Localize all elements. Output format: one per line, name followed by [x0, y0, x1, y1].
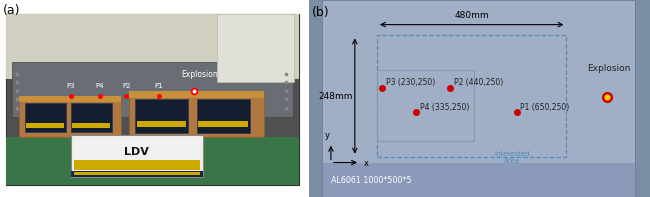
- Text: P4 (335,250): P4 (335,250): [420, 103, 469, 112]
- Text: Explosion: Explosion: [182, 70, 218, 79]
- Text: (a): (a): [3, 4, 21, 17]
- Bar: [25, 103, 66, 132]
- Bar: [6, 137, 300, 185]
- Text: AL6061 1000*500*5: AL6061 1000*500*5: [331, 176, 411, 185]
- Bar: [6, 14, 300, 79]
- Text: P1: P1: [155, 83, 163, 89]
- Bar: [74, 172, 200, 175]
- Text: 480mm: 480mm: [454, 11, 489, 20]
- Bar: [217, 14, 294, 82]
- Text: P1 (650,250): P1 (650,250): [521, 103, 569, 112]
- Bar: [136, 122, 187, 127]
- Bar: [72, 123, 111, 128]
- Bar: [12, 62, 293, 117]
- Text: 248mm: 248mm: [318, 92, 353, 100]
- Bar: [377, 35, 566, 157]
- Bar: [71, 103, 112, 132]
- Bar: [6, 14, 300, 185]
- Bar: [197, 99, 250, 133]
- Bar: [18, 96, 121, 137]
- Bar: [198, 122, 248, 127]
- Bar: [71, 136, 203, 177]
- Text: (b): (b): [312, 6, 330, 19]
- Bar: [634, 0, 650, 197]
- Bar: [18, 96, 121, 102]
- Bar: [74, 160, 200, 170]
- Bar: [26, 123, 64, 128]
- Text: P2 (440,250): P2 (440,250): [454, 78, 503, 87]
- Text: P3 (230,250): P3 (230,250): [385, 78, 435, 87]
- Bar: [322, 163, 634, 197]
- Text: P3: P3: [66, 83, 75, 89]
- Bar: [71, 171, 203, 177]
- Bar: [309, 0, 322, 197]
- Bar: [377, 70, 474, 141]
- Text: P4: P4: [96, 83, 104, 89]
- Text: Explosion: Explosion: [588, 64, 630, 73]
- Text: x: x: [363, 159, 369, 168]
- Text: LDV: LDV: [124, 147, 149, 157]
- Bar: [129, 91, 265, 98]
- Text: Interested
Area: Interested Area: [494, 151, 530, 164]
- Text: y: y: [325, 131, 330, 140]
- Bar: [129, 91, 265, 137]
- Bar: [135, 99, 188, 133]
- Text: P2: P2: [122, 83, 131, 89]
